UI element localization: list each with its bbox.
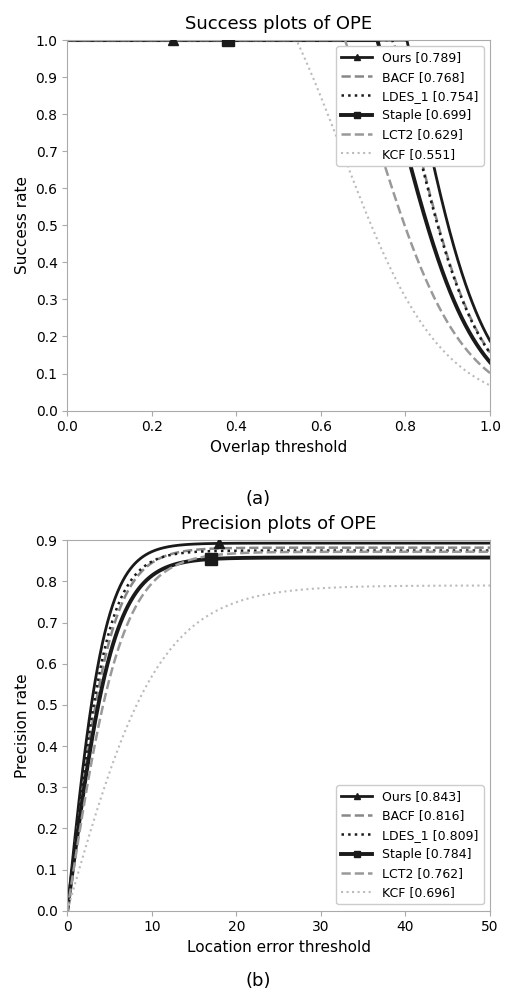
Text: (b): (b)	[245, 972, 271, 990]
Legend: Ours [0.789], BACF [0.768], LDES_1 [0.754], Staple [0.699], LCT2 [0.629], KCF [0: Ours [0.789], BACF [0.768], LDES_1 [0.75…	[336, 46, 483, 166]
Title: Precision plots of OPE: Precision plots of OPE	[181, 515, 376, 533]
Y-axis label: Precision rate: Precision rate	[15, 673, 30, 778]
Legend: Ours [0.843], BACF [0.816], LDES_1 [0.809], Staple [0.784], LCT2 [0.762], KCF [0: Ours [0.843], BACF [0.816], LDES_1 [0.80…	[336, 785, 483, 904]
X-axis label: Location error threshold: Location error threshold	[187, 940, 370, 955]
Y-axis label: Success rate: Success rate	[15, 176, 30, 274]
Text: (a): (a)	[246, 490, 270, 508]
X-axis label: Overlap threshold: Overlap threshold	[210, 440, 347, 455]
Title: Success plots of OPE: Success plots of OPE	[185, 15, 372, 33]
